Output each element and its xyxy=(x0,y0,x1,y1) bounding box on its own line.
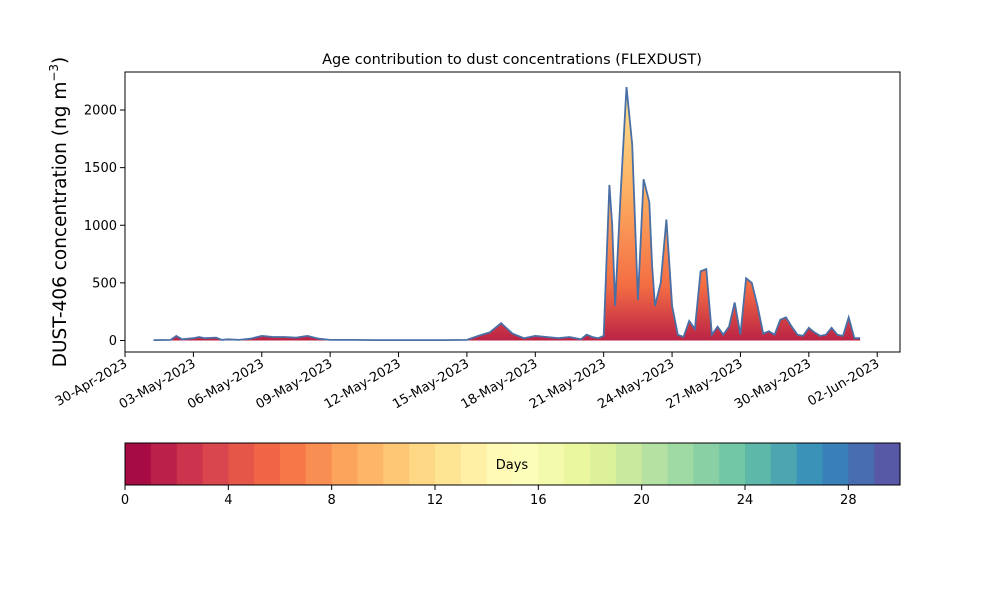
colorbar-bin xyxy=(667,443,694,485)
x-tick-label: 24-May-2023 xyxy=(595,356,677,412)
x-tick-label: 06-May-2023 xyxy=(185,356,267,412)
colorbar-tick-label: 20 xyxy=(633,493,650,508)
x-tick-label: 27-May-2023 xyxy=(664,356,746,412)
colorbar-tick-label: 8 xyxy=(328,493,336,508)
total-area xyxy=(153,87,861,341)
y-axis-label-main: DUST-406 concentration (ng m xyxy=(50,82,71,368)
y-tick-label: 500 xyxy=(92,276,117,291)
colorbar-bin xyxy=(383,443,410,485)
y-axis-label-close: ) xyxy=(50,57,71,64)
x-tick-label: 12-May-2023 xyxy=(322,356,404,412)
colorbar-bin xyxy=(176,443,204,485)
y-axis-label-sup: −3 xyxy=(47,64,61,82)
colorbar-bin xyxy=(770,443,798,485)
colorbar-bin xyxy=(254,443,281,485)
plot-frame xyxy=(124,71,901,353)
colorbar-bin xyxy=(564,443,591,485)
colorbar-bin xyxy=(615,443,643,485)
colorbar-bin xyxy=(305,443,333,485)
colorbar-bin xyxy=(202,443,229,485)
colorbar-bin xyxy=(641,443,669,485)
y-tick-label: 1000 xyxy=(84,219,117,234)
colorbar-bin xyxy=(228,443,255,485)
x-tick-label: 21-May-2023 xyxy=(527,356,609,412)
x-axis: 30-Apr-202303-May-202306-May-202309-May-… xyxy=(53,352,882,412)
colorbar-bin xyxy=(796,443,824,485)
chart-title: Age contribution to dust concentrations … xyxy=(322,52,702,68)
colorbar-bin xyxy=(538,443,565,485)
colorbar-tick-label: 0 xyxy=(121,493,129,508)
x-tick-label: 09-May-2023 xyxy=(253,356,335,412)
colorbar-bin xyxy=(150,443,178,485)
colorbar-bin xyxy=(822,443,849,485)
colorbar: 0 4 8 12 16 20 24 28 xyxy=(121,442,901,508)
colorbar-bin xyxy=(693,443,720,485)
colorbar-bin xyxy=(460,443,488,485)
plot-area xyxy=(124,71,901,353)
colorbar-tick-label: 24 xyxy=(737,493,754,508)
colorbar-tick-label: 16 xyxy=(530,493,547,508)
colorbar-bin xyxy=(590,443,617,485)
age-stacked-areas xyxy=(153,87,861,341)
x-tick-label: 15-May-2023 xyxy=(390,356,472,412)
y-axis: 0 500 1000 1500 2000 xyxy=(84,104,125,349)
colorbar-label: Days xyxy=(496,458,529,473)
y-tick-label: 2000 xyxy=(84,104,117,119)
colorbar-bin xyxy=(435,443,462,485)
y-tick-label: 0 xyxy=(109,334,117,349)
x-tick-label: 18-May-2023 xyxy=(459,356,541,412)
colorbar-bin xyxy=(745,443,772,485)
colorbar-bin xyxy=(280,443,307,485)
colorbar-bin xyxy=(409,443,436,485)
colorbar-bin xyxy=(357,443,384,485)
colorbar-bin xyxy=(848,443,875,485)
colorbar-bin xyxy=(486,443,514,485)
total-concentration-line xyxy=(153,86,861,341)
x-tick-label: 02-Jun-2023 xyxy=(805,356,882,409)
colorbar-tick-label: 12 xyxy=(427,493,444,508)
x-tick-label: 03-May-2023 xyxy=(117,356,199,412)
colorbar-bin xyxy=(874,443,901,485)
colorbar-frame xyxy=(124,442,901,486)
colorbar-tick-label: 4 xyxy=(224,493,232,508)
colorbar-bin xyxy=(512,443,539,485)
colorbar-tick-label: 28 xyxy=(840,493,857,508)
y-axis-label: DUST-406 concentration (ng m−3) xyxy=(47,57,71,368)
y-tick-label: 1500 xyxy=(84,161,117,176)
x-tick-label: 30-May-2023 xyxy=(732,356,814,412)
colorbar-bin xyxy=(719,443,746,485)
colorbar-bin xyxy=(125,443,152,485)
colorbar-bin xyxy=(331,443,359,485)
